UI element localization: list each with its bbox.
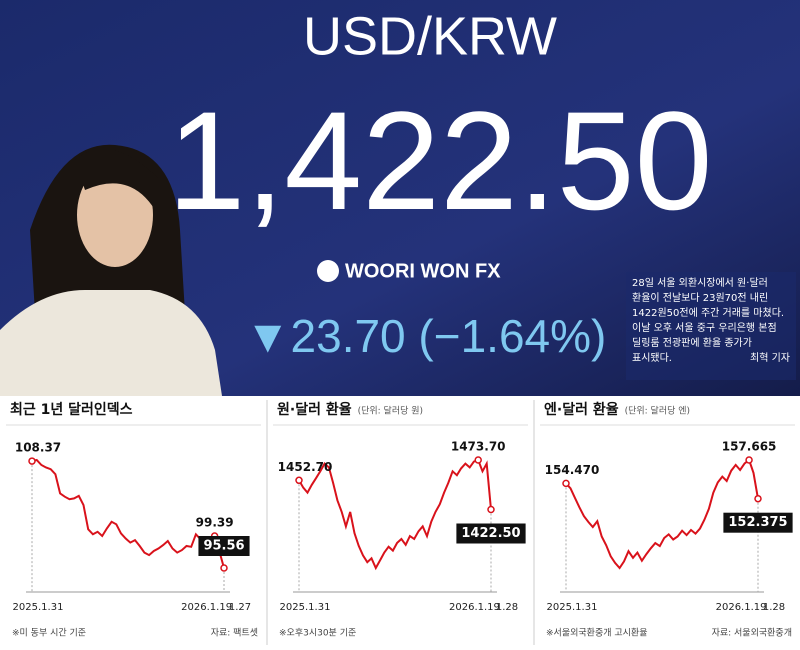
value-label: 1473.70 <box>451 440 506 454</box>
source: 자료: 서울외국환중개 <box>712 627 792 639</box>
value-label: 157.665 <box>722 440 777 454</box>
x-tick-label: 2025.1.31 <box>13 602 64 613</box>
x-tick-label: 2026.1.19 <box>181 602 232 613</box>
value-label: 152.375 <box>728 515 787 530</box>
board-change: ▼23.70 (−1.64%) <box>245 310 606 362</box>
value-label: 1422.50 <box>461 526 520 541</box>
caption-line: 이날 오후 서울 중구 우리은행 본점 <box>632 322 777 334</box>
point <box>474 456 482 464</box>
point <box>487 505 495 514</box>
x-tick-label: 2025.1.31 <box>280 602 331 613</box>
point <box>745 456 753 464</box>
value-label-box <box>456 523 526 544</box>
board-rate: 1,422.50 <box>168 82 713 239</box>
line <box>298 458 492 571</box>
line <box>31 458 225 569</box>
value-label-box <box>198 536 250 556</box>
source: 자료: 팩트셋 <box>211 628 258 639</box>
value-label: 99.39 <box>196 516 234 530</box>
caption-line: 딜링룸 전광판에 환율 종가가 <box>632 337 752 349</box>
charts-bg <box>0 396 800 650</box>
chart-subtitle: (단위: 달러당 원) <box>358 405 423 417</box>
caption-bg <box>626 272 796 380</box>
value-label: 108.37 <box>15 441 61 455</box>
x-tick-label: 2025.1.31 <box>547 602 598 613</box>
line <box>565 458 759 570</box>
caption-line: 표시됐다. <box>632 352 672 364</box>
value-label-box <box>723 512 793 533</box>
value-label: 95.56 <box>203 539 244 554</box>
note: ※서울외국환중개 고시환율 <box>546 627 647 639</box>
note: ※미 동부 시간 기준 <box>12 628 86 639</box>
value-label: 1452.70 <box>278 460 333 474</box>
caption-line: 28일 서울 외환시장에서 원·달러 <box>632 277 768 289</box>
chart-title: 엔·달러 환율 <box>544 401 619 418</box>
point <box>28 457 36 465</box>
value-label: 154.470 <box>545 463 600 477</box>
brand-logo <box>317 260 339 282</box>
x-tick-label: 2026.1.19 <box>449 602 500 613</box>
note: ※오후3시30분 기준 <box>279 628 356 639</box>
point <box>295 476 303 485</box>
point <box>562 479 570 488</box>
caption-line: 1422원50전에 주간 거래를 마쳤다. <box>632 307 784 319</box>
x-tick-label: 1.28 <box>496 602 518 613</box>
chart-title: 최근 1년 달러인덱스 <box>10 401 133 418</box>
board-brand: WOORI WON FX <box>345 260 501 282</box>
x-tick-label: 2026.1.19 <box>716 602 767 613</box>
x-tick-label: 1.28 <box>763 602 785 613</box>
caption: 28일 서울 외환시장에서 원·달러 환율이 전날보다 23원70전 내린 14… <box>632 277 790 364</box>
x-tick-label: 1.27 <box>229 602 251 613</box>
board-title: USD/KRW <box>303 6 557 66</box>
byline: 최혁 기자 <box>750 352 790 364</box>
chart-title: 원·달러 환율 <box>277 401 352 418</box>
person <box>0 144 222 396</box>
chart-subtitle: (단위: 달러당 엔) <box>625 405 690 417</box>
point <box>754 494 762 503</box>
point <box>220 564 228 572</box>
caption-line: 환율이 전날보다 23원70전 내린 <box>632 292 768 304</box>
